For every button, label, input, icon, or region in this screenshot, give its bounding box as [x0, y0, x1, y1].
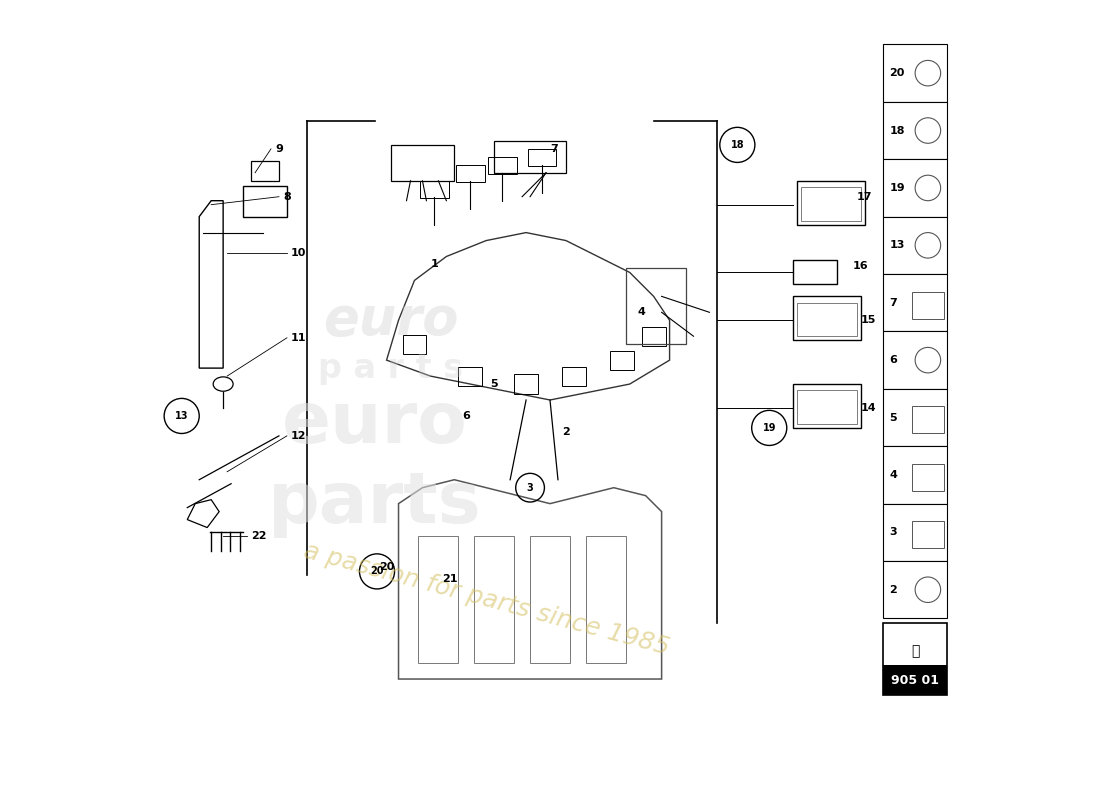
FancyBboxPatch shape [883, 102, 947, 159]
FancyBboxPatch shape [883, 504, 947, 561]
FancyBboxPatch shape [883, 623, 947, 695]
FancyBboxPatch shape [883, 217, 947, 274]
Text: 3: 3 [890, 527, 898, 538]
Text: 20: 20 [890, 68, 905, 78]
Text: 5: 5 [890, 413, 898, 422]
Text: 14: 14 [861, 403, 877, 413]
FancyBboxPatch shape [883, 274, 947, 331]
FancyBboxPatch shape [883, 331, 947, 389]
Text: 4: 4 [890, 470, 898, 480]
Text: 3: 3 [527, 482, 534, 493]
Text: euro: euro [322, 294, 459, 346]
FancyBboxPatch shape [883, 159, 947, 217]
Text: 7: 7 [890, 298, 898, 308]
Text: 13: 13 [175, 411, 188, 421]
Text: 1: 1 [430, 259, 438, 270]
Text: 16: 16 [852, 261, 869, 271]
Text: 11: 11 [290, 333, 307, 343]
FancyBboxPatch shape [883, 45, 947, 102]
Text: 6: 6 [462, 411, 470, 421]
FancyBboxPatch shape [883, 665, 947, 695]
Text: 10: 10 [290, 247, 306, 258]
Text: 2: 2 [562, 427, 570, 437]
Text: 15: 15 [861, 315, 877, 326]
Text: p a r t s: p a r t s [318, 352, 463, 385]
Text: 8: 8 [283, 192, 290, 202]
FancyBboxPatch shape [883, 389, 947, 446]
Text: a passion for parts since 1985: a passion for parts since 1985 [300, 539, 672, 660]
Text: 18: 18 [890, 126, 905, 135]
Text: 6: 6 [890, 355, 898, 365]
FancyBboxPatch shape [883, 561, 947, 618]
Text: 13: 13 [890, 240, 905, 250]
Text: 17: 17 [857, 192, 872, 202]
Text: 22: 22 [251, 530, 266, 541]
Text: 21: 21 [442, 574, 458, 584]
Text: euro
parts: euro parts [267, 390, 482, 538]
Text: 4: 4 [638, 307, 646, 318]
Text: 12: 12 [290, 431, 307, 441]
Text: 19: 19 [890, 183, 905, 193]
Text: 18: 18 [730, 140, 745, 150]
Text: 20: 20 [371, 566, 384, 577]
Text: 5: 5 [491, 379, 498, 389]
Text: 905 01: 905 01 [891, 674, 939, 687]
FancyBboxPatch shape [883, 446, 947, 504]
Text: 19: 19 [762, 423, 776, 433]
Text: 🔧: 🔧 [911, 644, 920, 658]
Text: 9: 9 [275, 144, 283, 154]
Text: 7: 7 [550, 144, 558, 154]
Text: 20: 20 [378, 562, 394, 573]
Text: 2: 2 [890, 585, 898, 594]
